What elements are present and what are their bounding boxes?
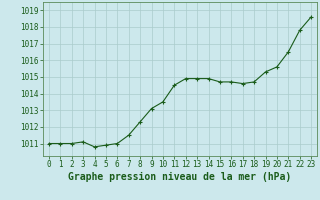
X-axis label: Graphe pression niveau de la mer (hPa): Graphe pression niveau de la mer (hPa) xyxy=(68,172,292,182)
